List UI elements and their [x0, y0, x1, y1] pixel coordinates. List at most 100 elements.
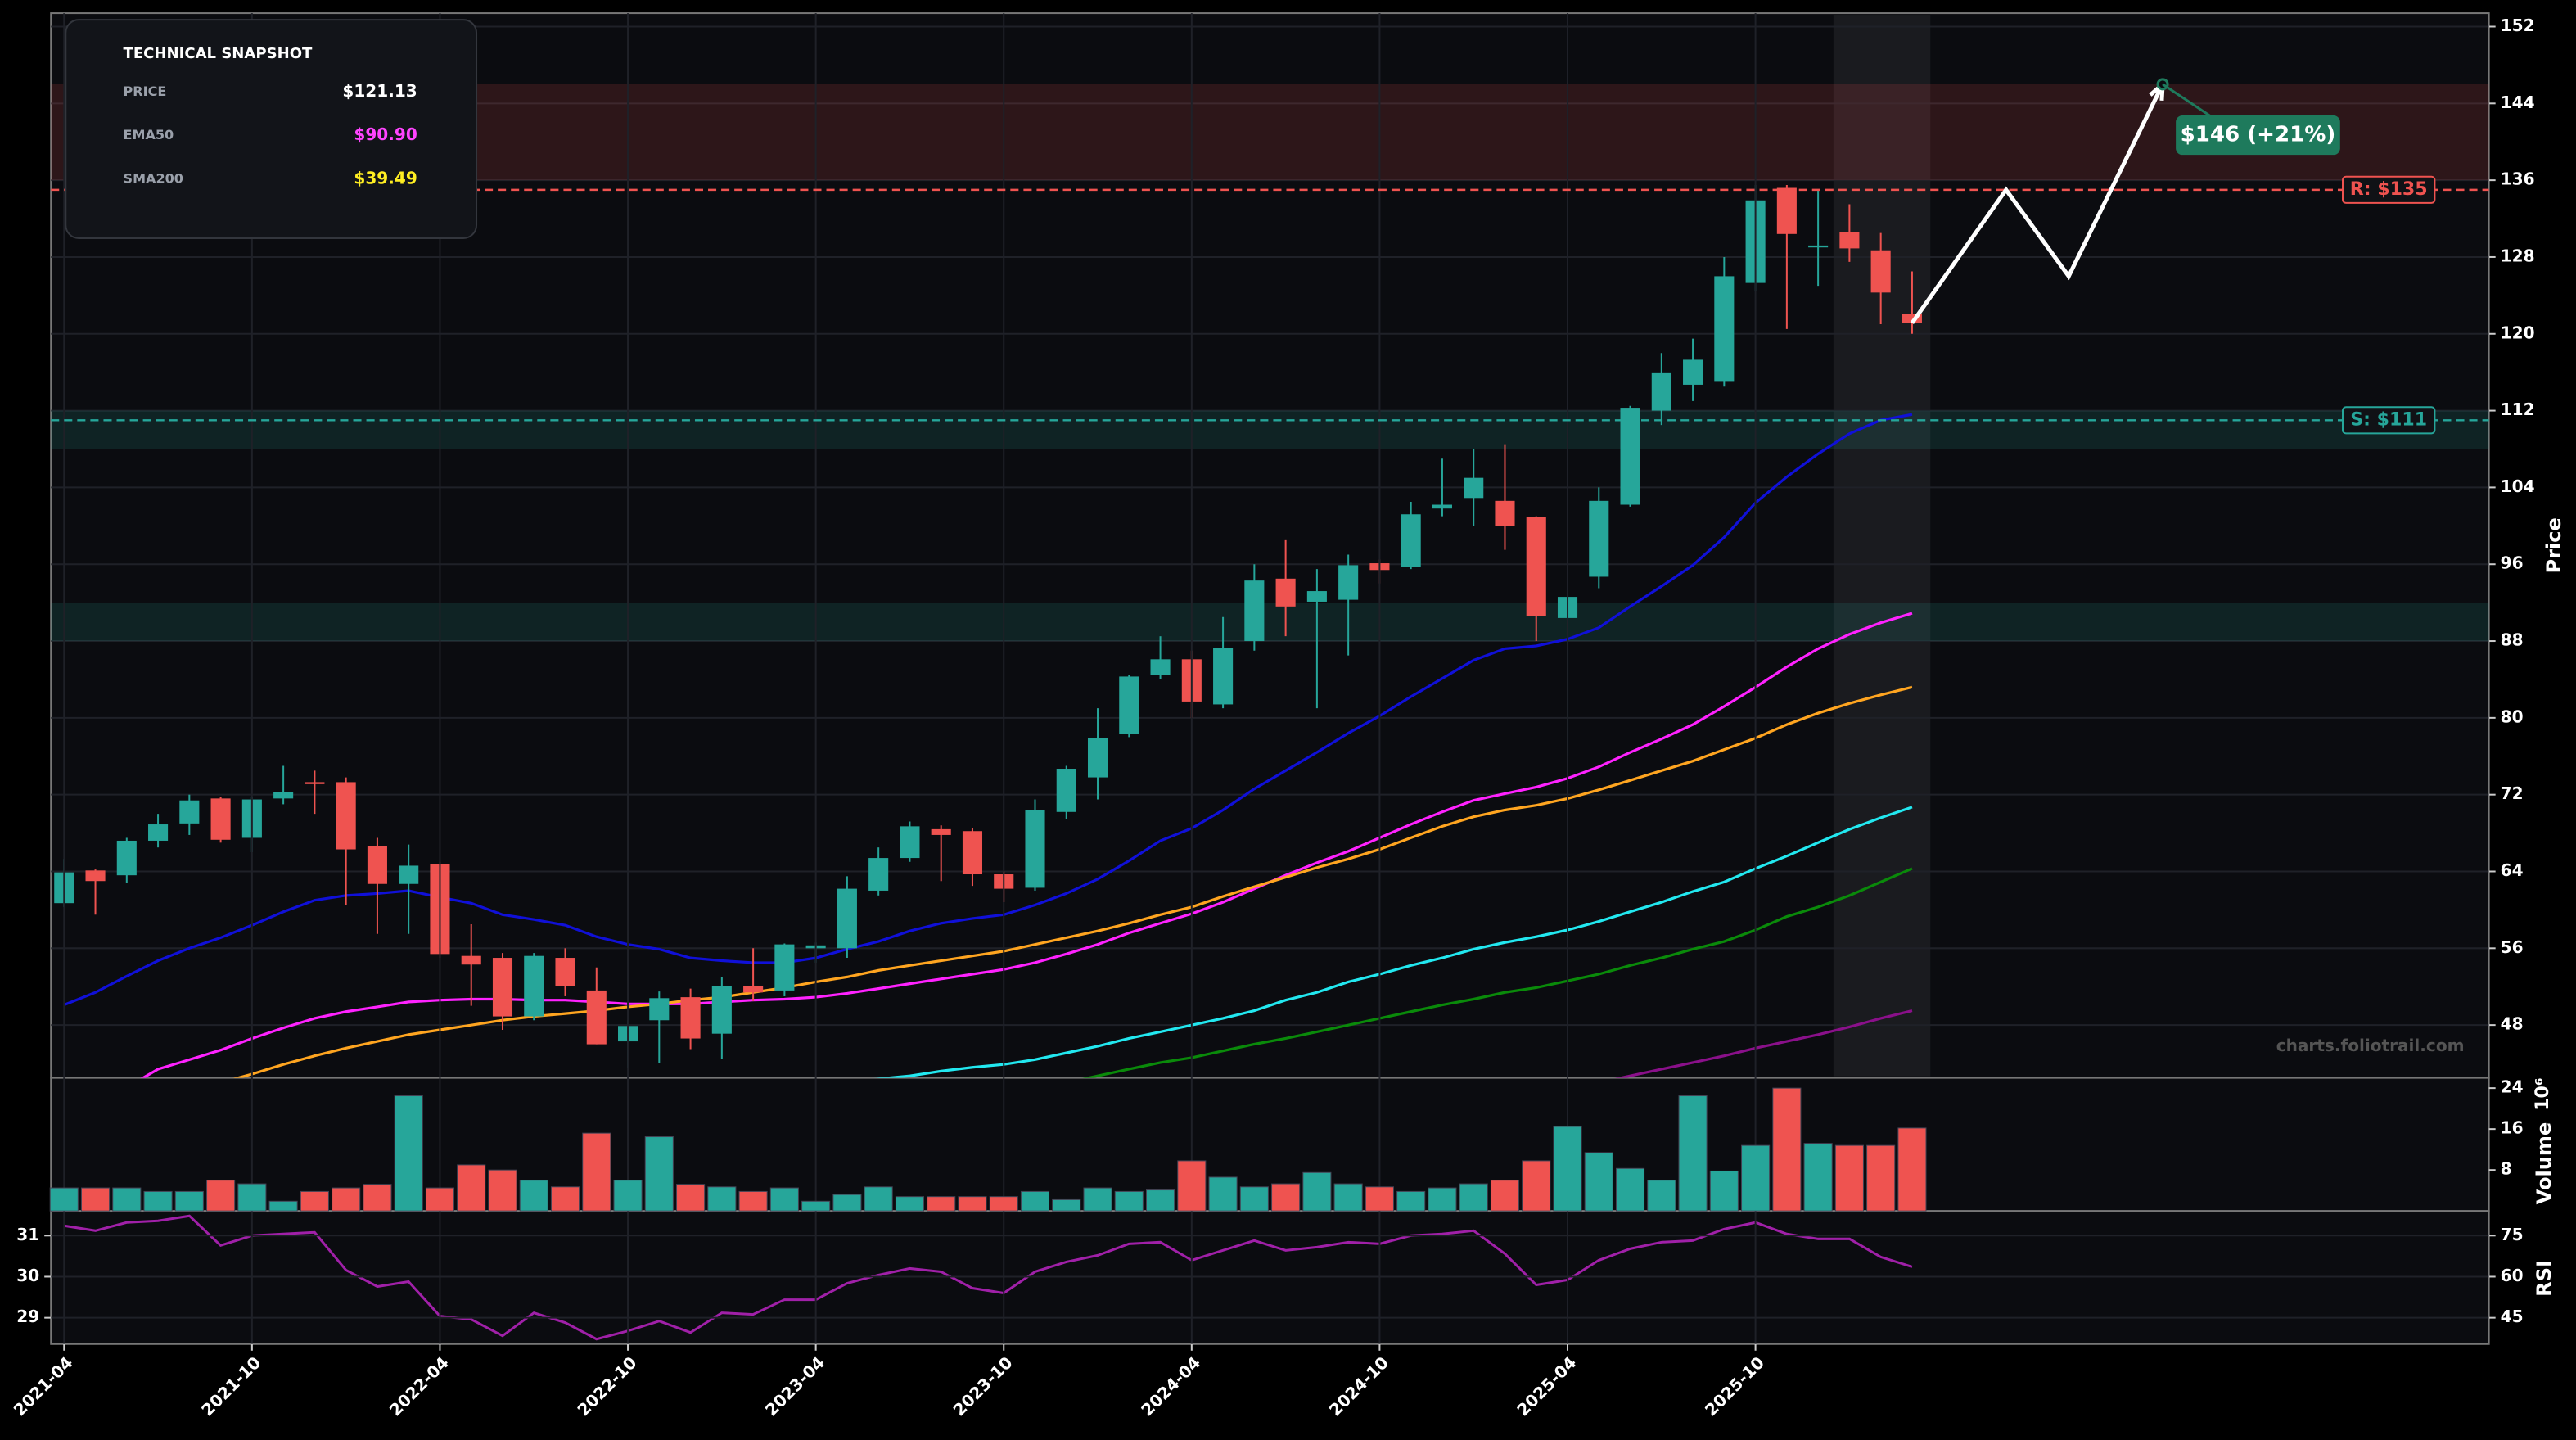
highlight-band [1833, 15, 1931, 1077]
volume-bar [1020, 1190, 1050, 1212]
volume-bar [1459, 1183, 1488, 1212]
volume-bar [1897, 1127, 1927, 1212]
candle-body [1244, 580, 1265, 642]
volume-bar [425, 1187, 455, 1212]
volume-bar [80, 1187, 111, 1212]
volume-bar [1866, 1144, 1896, 1212]
volume-bar [457, 1164, 486, 1212]
candle-body [524, 955, 544, 1017]
volume-bar [1208, 1176, 1238, 1212]
y-tick-label: 96 [2501, 553, 2524, 573]
candle-body [1902, 314, 1922, 323]
level-label-box [2342, 406, 2436, 435]
volume-bar [1772, 1087, 1802, 1212]
candle-body [1213, 648, 1234, 705]
y-tick-label: 72 [2501, 783, 2524, 803]
y-tick-label: 104 [2501, 476, 2535, 496]
candle-body [1056, 769, 1076, 812]
y-axis-title: Price [2542, 517, 2565, 573]
y-axis-title: Volume [2533, 1122, 2556, 1205]
candle-body [116, 840, 137, 876]
zone [51, 410, 2489, 449]
y-tick-label: 128 [2501, 246, 2535, 265]
candle-body [1620, 408, 1640, 505]
volume-bar [707, 1186, 737, 1212]
volume-bar [1834, 1144, 1864, 1212]
volume-bar [1177, 1160, 1207, 1212]
volume-bar [895, 1196, 924, 1212]
volume-bar [1803, 1143, 1833, 1212]
volume-bar [1709, 1170, 1739, 1212]
volume-bar [1522, 1160, 1551, 1212]
y2-tick-label: 30 [16, 1266, 39, 1285]
candle-body [962, 831, 983, 875]
y-tick-label: 8 [2501, 1159, 2512, 1179]
forecast-label-box [2176, 115, 2340, 156]
candle-body [336, 782, 356, 850]
volume-bar [1396, 1190, 1426, 1212]
candle-body [649, 998, 670, 1021]
y-tick-label: 16 [2501, 1118, 2524, 1138]
candle-body [1432, 504, 1452, 509]
y2-tick-label: 29 [16, 1307, 39, 1326]
candle-body [1714, 276, 1735, 382]
snapshot-label: PRICE [124, 84, 167, 99]
y-tick-label: 60 [2501, 1266, 2524, 1285]
volume-bar [769, 1187, 799, 1212]
candle-body [1776, 187, 1797, 234]
candle-body [1275, 578, 1296, 607]
volume-bar [582, 1132, 611, 1212]
volume-bar [1553, 1126, 1582, 1212]
candle-body [1306, 591, 1327, 602]
moving-average [1082, 867, 1913, 1078]
y-tick-label: 88 [2501, 630, 2524, 650]
candle-body [555, 958, 575, 986]
volume-bar [206, 1180, 236, 1212]
candle-body [461, 955, 481, 965]
volume-bar [1083, 1187, 1112, 1212]
y-tick-label: 144 [2501, 93, 2535, 112]
y-axis-unit: 10⁶ [2533, 1078, 2553, 1111]
candle-body [399, 865, 419, 884]
candle-body [837, 888, 857, 949]
volume-bar [1052, 1198, 1081, 1212]
y-tick-label: 24 [2501, 1077, 2524, 1097]
volume-bar [1490, 1180, 1520, 1212]
candle-body [1651, 372, 1671, 411]
candle-body [179, 800, 200, 824]
candle-body [868, 858, 889, 891]
snapshot-label: SMA200 [124, 170, 183, 186]
moving-average [63, 413, 1913, 1007]
forecast-callout [2162, 83, 2213, 119]
candle-body [1401, 514, 1421, 567]
forecast-line [1910, 83, 2165, 324]
volume-bar [676, 1184, 706, 1212]
volume-bar [112, 1187, 142, 1212]
volume-bar [832, 1194, 862, 1212]
candle-body [931, 828, 951, 835]
volume-bar [1114, 1190, 1144, 1212]
y-tick-label: 48 [2501, 1014, 2524, 1034]
volume-bar [1333, 1183, 1363, 1212]
volume-bar [613, 1180, 643, 1212]
volume-bar [394, 1095, 423, 1212]
candle-body [85, 870, 106, 882]
candle-body [1087, 738, 1108, 778]
y-tick-label: 136 [2501, 169, 2535, 189]
volume-bar [738, 1190, 768, 1212]
y-tick-label: 75 [2501, 1225, 2524, 1244]
volume-bar [1647, 1180, 1676, 1212]
volume-bar [1145, 1189, 1175, 1212]
volume-bar [332, 1187, 361, 1212]
y-tick-label: 152 [2501, 16, 2535, 35]
volume-bar [143, 1190, 173, 1212]
level-label-box [2342, 175, 2436, 204]
y-tick-label: 45 [2501, 1307, 2524, 1326]
rsi-line [64, 1214, 1913, 1341]
zone [51, 603, 2489, 642]
volume-bar [300, 1190, 329, 1212]
candle-body [1150, 659, 1171, 675]
candle-body [680, 997, 701, 1039]
